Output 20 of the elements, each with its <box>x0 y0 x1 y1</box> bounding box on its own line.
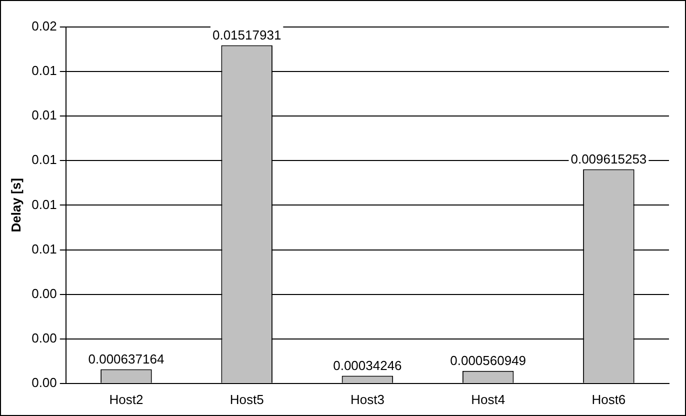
y-axis-title: Delay [s] <box>8 178 24 232</box>
y-tick-label: 0.01 <box>32 152 57 168</box>
data-label: 0.01517931 <box>212 27 282 42</box>
data-label: 0.00034246 <box>333 358 402 373</box>
x-tick-label: Host5 <box>230 392 264 407</box>
y-tick-label: 0.01 <box>32 241 57 256</box>
data-label: 0.009615253 <box>570 151 647 166</box>
x-tick-label: Host6 <box>592 392 626 407</box>
y-tick-label: 0.01 <box>32 63 57 78</box>
y-tick-label: 0.00 <box>32 374 57 390</box>
y-tick-label: 0.01 <box>32 108 57 123</box>
data-label: 0.000637164 <box>88 351 164 366</box>
data-label: 0.000560949 <box>450 352 526 368</box>
x-tick-label: Host2 <box>109 392 144 407</box>
x-tick-label: Host3 <box>350 392 384 407</box>
y-tick-label: 0.00 <box>32 330 57 346</box>
y-tick-label: 0.01 <box>32 196 57 212</box>
y-tick-label: 0.02 <box>32 18 57 34</box>
x-tick-label: Host4 <box>471 392 506 407</box>
y-tick-label: 0.00 <box>32 286 57 301</box>
